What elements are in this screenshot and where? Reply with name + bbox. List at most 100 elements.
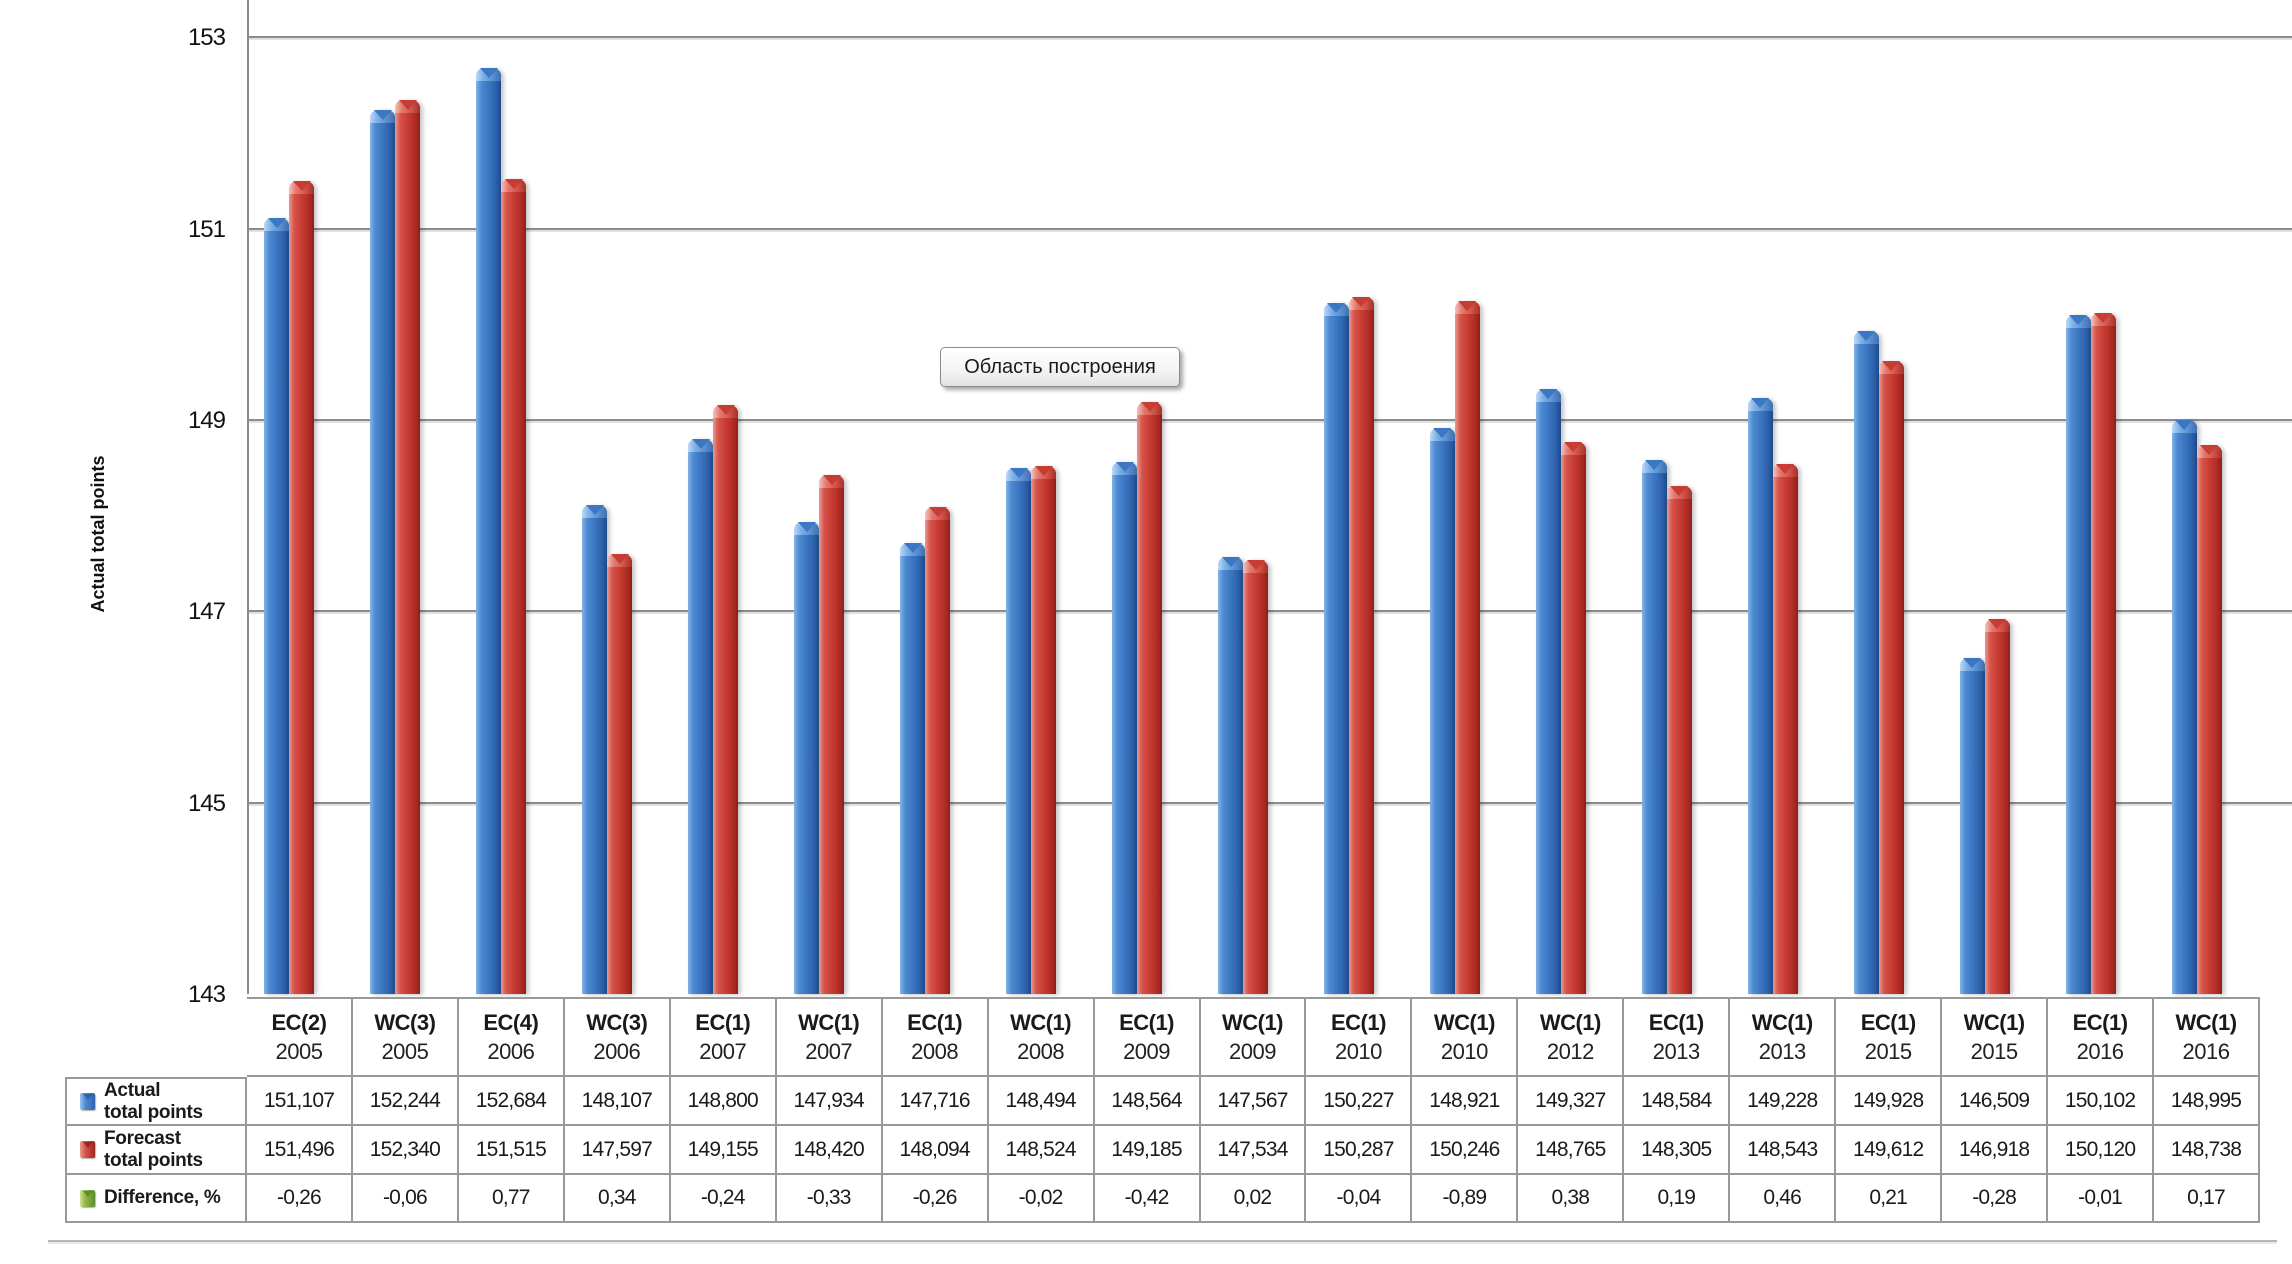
bar-cap-notch [479, 67, 498, 78]
category-code-label: EC(1) [2072, 1009, 2128, 1035]
category-year-label: 2015 [1864, 1038, 1912, 1064]
category-code-label: EC(1) [1330, 1009, 1386, 1035]
gridline [249, 801, 2292, 804]
bar-actual[interactable] [1323, 302, 1349, 994]
bar-forecast[interactable] [713, 405, 739, 994]
table-value-cell: -0,42 [1094, 1175, 1201, 1223]
table-value-cell: 146,918 [1942, 1126, 2049, 1175]
bar-forecast[interactable] [1878, 361, 1904, 994]
table-value-cell: -0,04 [1306, 1175, 1413, 1223]
category-year-label: 2005 [381, 1038, 429, 1064]
bar-actual[interactable] [1218, 557, 1243, 994]
x-category-cell: EC(1) 2009 [1094, 997, 1201, 1077]
x-category-cell: EC(1) 2015 [1836, 997, 1943, 1077]
bar-forecast[interactable] [2196, 445, 2222, 994]
bar-forecast[interactable] [1243, 560, 1268, 994]
category-code-label: WC(1) [1539, 1009, 1602, 1035]
x-category-cell: WC(3) 2005 [352, 997, 459, 1077]
bar-cap-notch [1458, 300, 1477, 311]
bar-actual[interactable] [2171, 420, 2197, 994]
bar-cap-notch [1327, 302, 1346, 313]
table-value-cell: 150,287 [1306, 1126, 1413, 1175]
category-code-label: WC(1) [798, 1009, 860, 1035]
table-value-cell: 151,496 [247, 1126, 353, 1175]
bar-forecast[interactable] [1772, 463, 1798, 994]
bar-cap-notch [2069, 314, 2088, 325]
bar-forecast[interactable] [925, 506, 951, 994]
bar-forecast[interactable] [1454, 300, 1480, 994]
table-value-cell: 147,567 [1200, 1077, 1307, 1126]
category-year-label: 2010 [1334, 1038, 1382, 1064]
bar-actual[interactable] [582, 505, 608, 994]
bar-forecast[interactable] [1666, 486, 1692, 994]
bar-cap-notch [2200, 445, 2219, 456]
table-value-cell: 0,21 [1836, 1175, 1943, 1223]
bar-cap-notch [903, 542, 922, 553]
bar-actual[interactable] [1853, 331, 1879, 994]
bar-forecast[interactable] [819, 475, 845, 994]
bar-actual[interactable] [370, 109, 396, 994]
category-code-label: WC(1) [2175, 1009, 2237, 1035]
bar-actual[interactable] [476, 67, 502, 994]
x-category-cell: WC(1) 2013 [1730, 997, 1837, 1077]
bar-forecast[interactable] [1348, 296, 1374, 994]
table-value-cell: 0,34 [564, 1175, 671, 1223]
bar-forecast[interactable] [395, 100, 421, 994]
bar-forecast[interactable] [289, 181, 315, 994]
bar-actual[interactable] [1429, 427, 1455, 994]
y-axis-tick-label: 151 [187, 215, 226, 243]
x-category-cell: EC(1) 2016 [2048, 997, 2155, 1077]
table-value-cell: 148,765 [1518, 1126, 1625, 1175]
bar-actual[interactable] [794, 521, 820, 994]
bar-forecast[interactable] [1984, 619, 2010, 994]
bar-cap-notch [1963, 658, 1982, 669]
bar-actual[interactable] [1747, 398, 1773, 994]
table-value-cell: 149,612 [1836, 1126, 1943, 1175]
bar-forecast[interactable] [607, 554, 633, 994]
bar-cap-notch [928, 506, 947, 517]
bar-forecast[interactable] [1137, 402, 1163, 994]
table-value-cell: -0,02 [988, 1175, 1095, 1223]
table-value-cell: 150,227 [1306, 1077, 1413, 1126]
table-value-cell: 148,494 [988, 1077, 1095, 1126]
table-value-cell: -0,89 [1412, 1175, 1519, 1223]
category-code-label: WC(3) [586, 1009, 648, 1035]
category-year-label: 2006 [593, 1038, 641, 1064]
x-category-cell: WC(1) 2010 [1412, 997, 1519, 1077]
bar-actual[interactable] [264, 218, 290, 994]
bar-actual[interactable] [1959, 658, 1985, 994]
y-axis-tick-label: 145 [187, 789, 226, 817]
category-year-label: 2015 [1970, 1038, 2018, 1064]
table-value-cell: -0,06 [352, 1175, 459, 1223]
bar-forecast[interactable] [1031, 465, 1057, 994]
bar-forecast[interactable] [501, 179, 527, 994]
bar-actual[interactable] [688, 439, 714, 994]
category-year-label: 2012 [1546, 1038, 1594, 1064]
table-value-cell: 148,584 [1624, 1077, 1731, 1126]
bar-cap-notch [1857, 331, 1876, 342]
category-code-label: EC(1) [695, 1009, 751, 1035]
x-category-cell: WC(1) 2015 [1942, 997, 2049, 1077]
table-value-cell: -0,01 [2048, 1175, 2155, 1223]
bar-actual[interactable] [1112, 461, 1138, 994]
table-value-cell: 150,120 [2048, 1126, 2155, 1175]
bar-actual[interactable] [1535, 388, 1561, 994]
bar-forecast[interactable] [2090, 312, 2116, 994]
bar-actual[interactable] [2065, 314, 2091, 994]
bar-forecast[interactable] [1560, 442, 1586, 994]
category-year-label: 2007 [805, 1038, 853, 1064]
plot-area[interactable] [247, 0, 2292, 994]
table-value-cell: 148,738 [2154, 1126, 2260, 1175]
bar-actual[interactable] [1641, 459, 1667, 994]
bar-actual[interactable] [900, 542, 926, 994]
category-code-label: EC(1) [907, 1009, 963, 1035]
bar-actual[interactable] [1006, 468, 1032, 994]
x-category-cell: EC(4) 2006 [458, 997, 565, 1077]
table-value-cell: 148,995 [2154, 1077, 2260, 1126]
bar-cap-notch [610, 554, 629, 565]
table-value-cell: 148,107 [564, 1077, 671, 1126]
category-year-label: 2005 [275, 1038, 323, 1064]
table-value-cell: 151,107 [247, 1077, 353, 1126]
category-code-label: EC(1) [1648, 1009, 1704, 1035]
